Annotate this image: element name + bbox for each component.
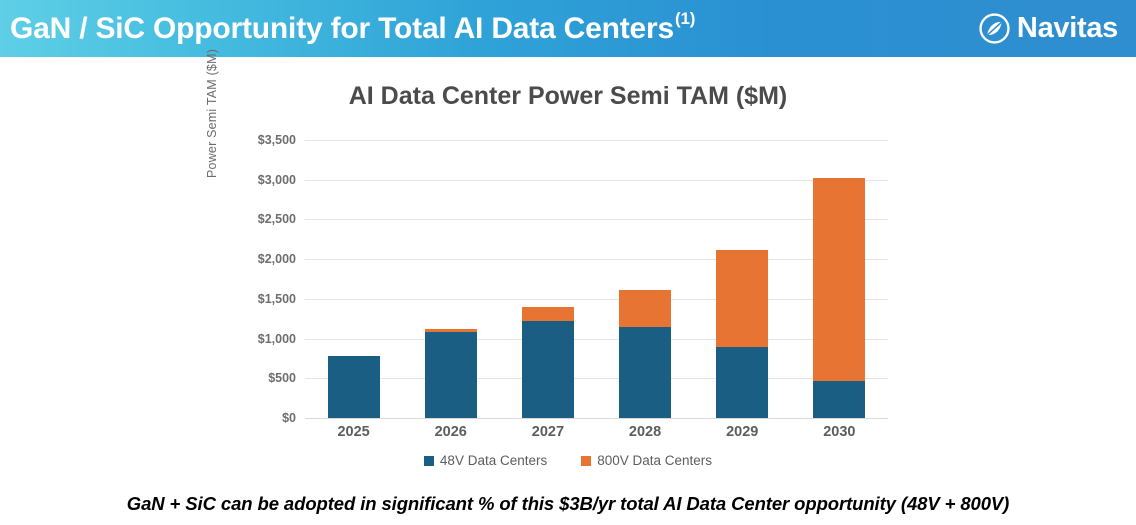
bar-stack[interactable] <box>521 307 574 418</box>
bar-segment[interactable] <box>619 327 672 418</box>
gridline <box>305 140 888 141</box>
legend-item[interactable]: 48V Data Centers <box>423 453 548 468</box>
bar-segment[interactable] <box>521 321 574 418</box>
bar-segment[interactable] <box>424 331 477 418</box>
y-axis-tick: $1,000 <box>257 331 296 346</box>
x-axis-tick-labels: 2025 2026 2027 2028 2029 2030 <box>305 424 888 440</box>
brand-name: Navitas <box>1016 12 1118 44</box>
legend-swatch-icon <box>581 455 592 466</box>
y-axis-tick: $1,500 <box>257 291 296 306</box>
header-banner: GaN / SiC Opportunity for Total AI Data … <box>0 0 1136 57</box>
x-axis-tick: 2029 <box>726 424 759 440</box>
footer-caption: GaN + SiC can be adopted in significant … <box>126 493 1010 514</box>
bar-stack[interactable] <box>424 329 477 418</box>
x-axis-tick: 2027 <box>531 424 565 440</box>
legend-label: 800V Data Centers <box>597 453 713 468</box>
bar-group[interactable] <box>791 140 888 418</box>
bar-stack[interactable] <box>813 177 866 418</box>
bar-segment[interactable] <box>716 250 769 348</box>
gridline <box>305 338 888 340</box>
bar-group[interactable] <box>402 140 499 418</box>
page-title: GaN / SiC Opportunity for Total AI Data … <box>10 10 695 45</box>
bar-group[interactable] <box>596 140 693 418</box>
x-axis-tick: 2026 <box>434 424 467 440</box>
bar-stack[interactable] <box>716 250 769 418</box>
gridline <box>305 378 888 380</box>
bar-group[interactable] <box>305 140 402 418</box>
legend-item[interactable]: 800V Data Centers <box>581 453 712 468</box>
gridline <box>305 219 888 221</box>
chart-legend: 48V Data Centers 800V Data Centers <box>0 453 1136 468</box>
y-axis-tick-labels: $0 $500 $1,000 $1,500 $2,000 $2,500 $3,000 $3,5… <box>228 133 296 425</box>
chart-title: AI Data Center Power Semi TAM ($M) <box>348 82 788 110</box>
x-axis-tick: 2025 <box>337 424 370 440</box>
page-title-text: GaN / SiC Opportunity for Total AI Data … <box>10 11 674 45</box>
plot-area <box>305 140 888 419</box>
legend-swatch-icon <box>423 455 434 466</box>
bar-stack[interactable] <box>327 356 380 418</box>
axis-baseline <box>305 418 888 419</box>
y-axis-tick: $500 <box>268 371 296 386</box>
bar-segment[interactable] <box>716 347 769 418</box>
bar-group[interactable] <box>499 140 596 418</box>
bar-segment[interactable] <box>521 307 574 322</box>
navitas-logo-icon <box>979 13 1010 44</box>
gridline <box>305 179 888 181</box>
legend-label: 48V Data Centers <box>439 453 548 468</box>
bar-segment[interactable] <box>813 381 866 418</box>
y-axis-tick: $0 <box>282 411 296 425</box>
page-title-footnote-marker: (1) <box>675 8 696 28</box>
y-axis-title: Power Semi TAM ($M) <box>205 48 219 178</box>
gridline <box>305 259 888 261</box>
y-axis-tick: $3,500 <box>257 133 296 147</box>
bar-segment[interactable] <box>327 356 380 418</box>
y-axis-tick: $2,000 <box>257 252 296 267</box>
y-axis-tick: $3,000 <box>257 172 296 187</box>
bar-segment[interactable] <box>813 177 866 382</box>
bars-layer <box>305 140 888 418</box>
bar-segment[interactable] <box>619 289 672 328</box>
bar-segment[interactable] <box>424 329 477 332</box>
x-axis-tick: 2028 <box>628 424 662 440</box>
y-axis-tick: $2,500 <box>257 212 296 227</box>
bar-group[interactable] <box>694 140 791 418</box>
bar-stack[interactable] <box>619 289 672 418</box>
x-axis-tick: 2030 <box>823 424 856 440</box>
gridline <box>305 298 888 300</box>
brand-logo: Navitas <box>979 13 1122 44</box>
